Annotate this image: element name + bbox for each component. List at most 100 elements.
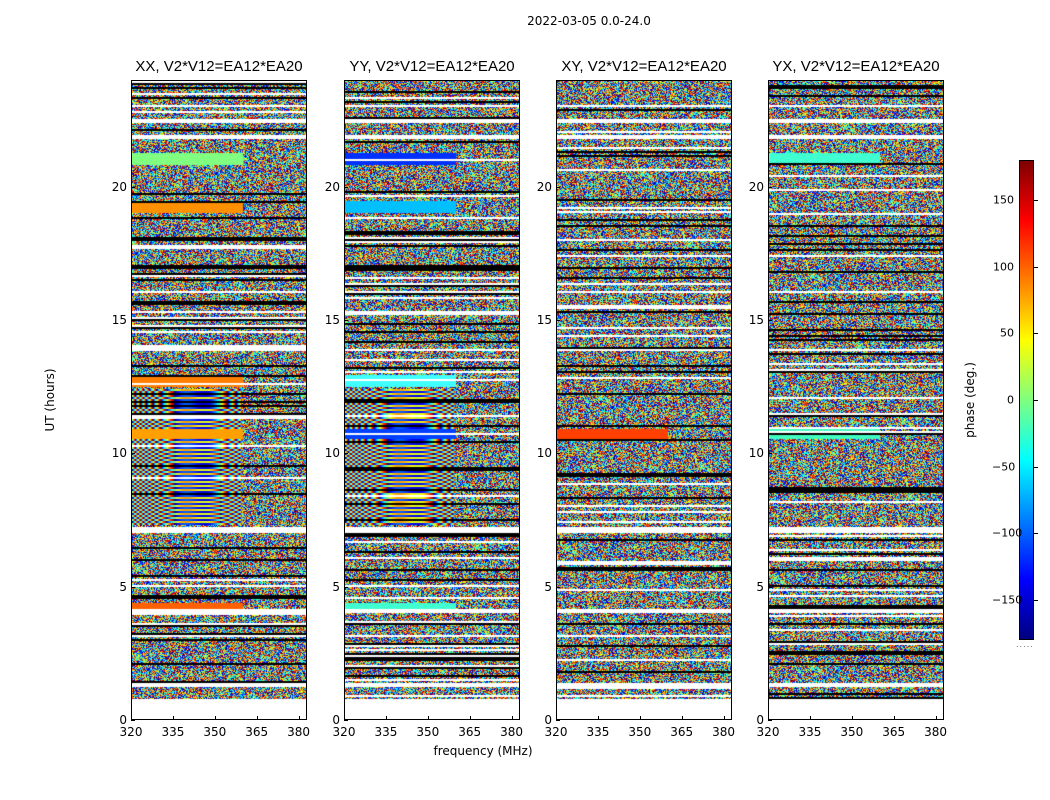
y-tick-label: 5 [544, 579, 552, 594]
x-tick-mark [768, 716, 769, 720]
heatmap-area [344, 80, 520, 720]
heatmap-canvas [132, 81, 306, 719]
y-tick-mark [131, 586, 135, 588]
heatmap-canvas [557, 81, 731, 719]
x-tick-mark [556, 716, 557, 720]
x-tick-mark [427, 716, 429, 720]
panel-title: YY, V2*V12=EA12*EA20 [349, 58, 515, 75]
x-tick-label: 365 [882, 725, 906, 739]
y-tick-label: 15 [324, 313, 340, 327]
panel-xy: XY, V2*V12=EA12*EA20 0 5 10 15 20 320 335 350 36… [537, 58, 735, 739]
x-tick-mark [172, 716, 174, 720]
x-tick-label: 320 [332, 725, 356, 739]
x-tick-label: 365 [670, 725, 694, 739]
colorbar-tick [1034, 466, 1038, 468]
y-tick-label: 0 [332, 713, 340, 727]
y-tick-label: 10 [748, 446, 764, 461]
panel-title: YX, V2*V12=EA12*EA20 [772, 58, 940, 75]
y-tick-mark [556, 586, 560, 588]
colorbar-extend-marker: ..... [1016, 640, 1034, 649]
colorbar-tick [1034, 400, 1038, 401]
colorbar-tick [1034, 600, 1038, 601]
x-tick-mark [256, 716, 258, 720]
panel-yy: YY, V2*V12=EA12*EA20 0 5 10 15 20 320 335 350 36… [325, 58, 523, 739]
x-axis-label: frequency (MHz) [433, 744, 533, 758]
y-tick-mark [556, 453, 560, 455]
x-tick-mark [893, 716, 895, 720]
x-tick-label: 350 [203, 725, 227, 739]
y-tick-mark [556, 186, 560, 188]
y-tick-mark [768, 186, 772, 188]
y-tick-mark [131, 186, 135, 188]
x-tick-mark [597, 716, 599, 720]
colorbar-tick-label: −100 [992, 526, 1023, 540]
y-tick-mark [768, 720, 772, 721]
x-tick-mark [214, 716, 216, 720]
x-tick-mark [639, 716, 641, 720]
y-tick-mark [768, 320, 772, 321]
x-tick-label: 320 [756, 725, 780, 739]
y-tick-label: 20 [111, 179, 127, 194]
x-tick-mark [723, 716, 725, 720]
x-tick-label: 365 [458, 725, 482, 739]
y-tick-mark [131, 720, 135, 721]
heatmap-canvas [769, 81, 943, 719]
x-tick-mark [298, 716, 300, 720]
y-tick-label: 15 [111, 313, 127, 327]
x-tick-label: 350 [840, 725, 864, 739]
figure-title: 2022-03-05 0.0-24.0 [527, 14, 651, 28]
y-tick-label: 5 [756, 579, 764, 594]
x-tick-mark [681, 716, 683, 720]
y-tick-label: 5 [119, 579, 127, 594]
x-tick-label: 380 [712, 725, 736, 739]
panel-xx: XX, V2*V12=EA12*EA20 0 5 10 15 20 320 335 350 36… [112, 58, 310, 739]
x-tick-label: 380 [924, 725, 948, 739]
y-tick-label: 15 [536, 313, 552, 327]
heatmap-canvas [345, 81, 519, 719]
y-tick-mark [344, 320, 348, 321]
colorbar-tick-label: −50 [992, 460, 1016, 474]
x-tick-label: 335 [374, 725, 398, 739]
x-tick-label: 320 [544, 725, 568, 739]
x-tick-label: 335 [161, 725, 185, 739]
panel-yx: YX, V2*V12=EA12*EA20 0 5 10 15 20 320 335 350 36… [749, 58, 947, 739]
panel-title: XY, V2*V12=EA12*EA20 [561, 58, 727, 75]
y-tick-mark [768, 586, 772, 588]
y-tick-label: 0 [119, 713, 127, 727]
x-tick-label: 335 [586, 725, 610, 739]
heatmap-area [768, 80, 944, 720]
x-tick-mark [385, 716, 387, 720]
x-tick-mark [851, 716, 853, 720]
y-tick-mark [344, 453, 348, 455]
x-tick-label: 380 [500, 725, 524, 739]
colorbar-tick-label: 150 [993, 193, 1014, 207]
colorbar-tick-label: 50 [1000, 326, 1014, 340]
y-tick-label: 10 [536, 446, 552, 461]
panel-title: XX, V2*V12=EA12*EA20 [135, 58, 303, 75]
heatmap-area [556, 80, 732, 720]
x-tick-label: 380 [287, 725, 311, 739]
y-tick-mark [344, 720, 348, 721]
x-tick-mark [809, 716, 811, 720]
y-tick-label: 0 [756, 713, 764, 727]
y-tick-label: 10 [324, 446, 340, 461]
x-tick-mark [344, 716, 345, 720]
colorbar [1019, 160, 1034, 640]
y-tick-label: 5 [332, 579, 340, 594]
colorbar-tick [1034, 200, 1038, 201]
colorbar-tick-label: −150 [992, 593, 1023, 607]
y-tick-label: 15 [748, 313, 764, 327]
colorbar-label: phase (deg.) [963, 362, 977, 438]
y-tick-label: 20 [748, 179, 764, 194]
colorbar-tick-label: 0 [1007, 393, 1014, 407]
y-tick-mark [131, 453, 135, 455]
y-tick-mark [556, 720, 560, 721]
x-tick-mark [469, 716, 471, 720]
x-tick-mark [511, 716, 513, 720]
x-tick-label: 335 [798, 725, 822, 739]
y-axis-label: UT (hours) [43, 368, 57, 432]
x-tick-mark [935, 716, 937, 720]
y-tick-label: 20 [536, 179, 552, 194]
y-tick-mark [344, 586, 348, 588]
y-tick-mark [131, 320, 135, 321]
